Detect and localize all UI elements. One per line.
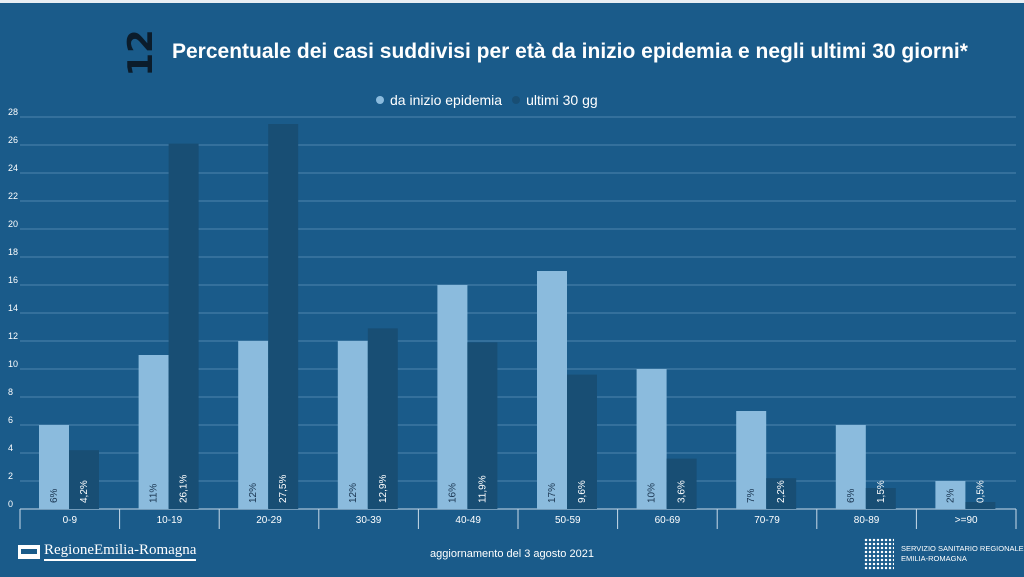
chart-title: Percentuale dei casi suddivisi per età d…: [172, 40, 968, 63]
legend-dot-recent: [512, 96, 521, 104]
bar-recent: [965, 502, 996, 509]
regione-logo: RegioneEmilia-Romagna: [18, 542, 197, 561]
data-label: 2,2%: [776, 480, 787, 503]
data-label: 26,1%: [179, 475, 190, 503]
bar-total: [835, 425, 866, 509]
data-label: 16%: [447, 483, 458, 503]
data-label: 17%: [547, 483, 558, 503]
y-tick-label: 6: [8, 415, 13, 425]
bar-total: [537, 271, 567, 509]
y-tick-label: 28: [8, 107, 18, 117]
x-tick-label: 30-39: [356, 515, 382, 526]
data-label: 3,6%: [677, 480, 688, 503]
x-tick-label: 80-89: [854, 515, 880, 526]
y-tick-label: 2: [8, 471, 13, 481]
bar-recent: [268, 124, 299, 509]
bar-recent: [766, 478, 797, 509]
bar-recent: [467, 342, 498, 509]
data-label: 0,5%: [975, 480, 986, 503]
bar-total: [39, 425, 69, 509]
x-tick-label: >=90: [955, 515, 978, 526]
x-tick-label: 70-79: [754, 515, 780, 526]
data-label: 11,9%: [477, 475, 488, 503]
y-tick-label: 20: [8, 219, 18, 229]
bar-recent: [69, 450, 99, 509]
x-tick-label: 20-29: [256, 515, 282, 526]
legend-item-recent: ultimi 30 gg: [512, 92, 598, 108]
x-tick-label: 40-49: [455, 515, 481, 526]
y-tick-label: 8: [8, 387, 13, 397]
data-label: 11%: [149, 484, 160, 503]
data-label: 4,2%: [79, 480, 90, 503]
y-tick-label: 4: [8, 443, 13, 453]
ssr-line-1: SERVIZIO SANITARIO REGIONALE: [901, 544, 1024, 553]
bar-total: [238, 341, 269, 509]
data-label: 2%: [945, 488, 956, 503]
ssr-line-2: EMILIA-ROMAGNA: [901, 554, 967, 563]
data-label: 9,6%: [577, 480, 588, 503]
data-label: 12,9%: [378, 475, 389, 503]
y-tick-label: 22: [8, 191, 18, 201]
regione-logo-mark: [18, 544, 40, 559]
ssr-logo-text: SERVIZIO SANITARIO REGIONALE EMILIA-ROMA…: [901, 544, 1024, 564]
bar-recent: [367, 328, 398, 509]
data-label: 27,5%: [278, 475, 289, 503]
y-tick-label: 24: [8, 163, 18, 173]
top-border: [0, 0, 1024, 3]
bar-total: [736, 411, 767, 509]
bar-total: [636, 369, 667, 509]
ssr-logo: SERVIZIO SANITARIO REGIONALE EMILIA-ROMA…: [864, 538, 1024, 570]
y-tick-label: 10: [8, 359, 18, 369]
bar-total: [337, 341, 368, 509]
regione-logo-text: RegioneEmilia-Romagna: [44, 542, 197, 561]
data-label: 10%: [647, 483, 658, 503]
data-label: 12%: [248, 483, 259, 503]
bar-recent: [666, 458, 697, 509]
bar-recent: [168, 143, 199, 509]
ssr-dot-grid-icon: [864, 538, 894, 570]
bar-recent: [567, 374, 597, 509]
legend-label-total: da inizio epidemia: [390, 92, 503, 108]
y-tick-label: 16: [8, 275, 18, 285]
x-tick-label: 0-9: [63, 515, 78, 526]
data-label: 6%: [49, 488, 60, 503]
y-tick-label: 26: [8, 135, 18, 145]
data-label: 12%: [348, 483, 359, 503]
x-tick-label: 60-69: [655, 515, 681, 526]
legend-label-recent: ultimi 30 gg: [526, 92, 598, 108]
data-label: 7%: [746, 488, 757, 503]
y-tick-label: 14: [8, 303, 18, 313]
bar-recent: [865, 488, 896, 509]
bar-total: [138, 355, 169, 509]
data-label: 6%: [846, 488, 857, 503]
bar-total: [935, 481, 966, 509]
data-label: 1,5%: [876, 480, 887, 503]
legend-dot-total: [376, 96, 384, 104]
y-tick-label: 0: [8, 499, 13, 509]
y-tick-label: 12: [8, 331, 18, 341]
update-date: aggiornamento del 3 agosto 2021: [430, 548, 594, 560]
y-tick-label: 18: [8, 247, 18, 257]
bar-total: [437, 285, 468, 509]
legend-item-total: da inizio epidemia: [376, 92, 502, 108]
chart-legend: da inizio epidemia ultimi 30 gg: [376, 92, 598, 108]
x-tick-label: 10-19: [157, 515, 183, 526]
x-tick-label: 50-59: [555, 515, 581, 526]
